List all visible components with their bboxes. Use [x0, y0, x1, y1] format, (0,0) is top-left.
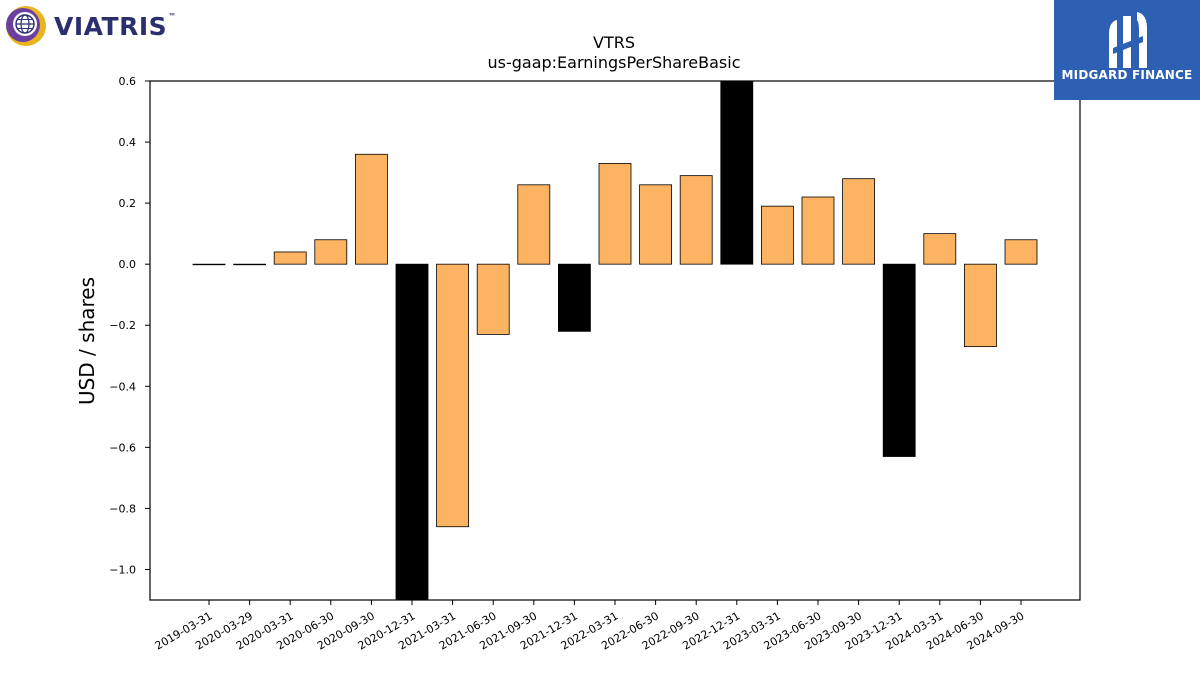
bar-2021-09-30 [517, 184, 551, 265]
midgard-wordmark: MIDGARD FINANCE [1061, 68, 1193, 82]
chart-title: VTRS [593, 33, 635, 52]
y-tick-label: 0.2 [119, 197, 137, 210]
bar-2022-03-31 [598, 163, 632, 265]
viatris-globe-logo-icon [6, 6, 46, 46]
bar-2022-09-30 [679, 175, 713, 265]
y-tick-label: −1.0 [109, 563, 136, 576]
plot-frame [149, 80, 1081, 601]
bar-2023-12-31 [882, 263, 916, 457]
viatris-wordmark: VIATRIS™ [54, 12, 177, 41]
bar-2022-12-31 [720, 80, 754, 265]
bar-2021-12-31 [558, 263, 591, 332]
bar-2022-06-30 [639, 184, 672, 265]
bar-2020-12-31 [395, 263, 429, 601]
bar-2020-09-30 [354, 153, 388, 265]
bar-2020-06-30 [314, 239, 348, 265]
bar-2023-09-30 [842, 178, 875, 265]
bar-2023-03-31 [761, 205, 794, 265]
y-tick-label: −0.2 [109, 319, 136, 332]
y-tick-label: 0.6 [119, 75, 137, 88]
y-axis-ticks: 0.6 0.4 0.2 0.0 −0.2 −0.4 −0.6 −0.8 −1.0 [109, 75, 150, 576]
bar-2021-06-30 [476, 263, 510, 335]
bar-2021-03-31 [436, 263, 470, 528]
chart-subtitle: us-gaap:EarningsPerShareBasic [487, 53, 740, 72]
midgard-finance-logo: MIDGARD FINANCE [1054, 0, 1200, 100]
bar-2019-03-31 [192, 263, 226, 266]
viatris-logo: VIATRIS™ [4, 4, 177, 48]
bar-2020-03-31 [273, 251, 307, 265]
y-tick-label: −0.8 [109, 502, 136, 515]
x-axis-ticks: 2019-03-312020-03-292020-03-312020-06-30… [153, 600, 1027, 653]
y-tick-label: 0.0 [119, 258, 137, 271]
y-tick-label: −0.4 [109, 380, 136, 393]
bar-2024-09-30 [1004, 239, 1038, 265]
bar-2024-06-30 [964, 263, 997, 348]
bars-group [192, 80, 1038, 601]
y-tick-label: 0.4 [119, 136, 137, 149]
y-tick-label: −0.6 [109, 441, 136, 454]
midgard-monogram-icon [1109, 12, 1147, 68]
bar-2024-03-31 [923, 233, 957, 265]
bar-2023-06-30 [801, 196, 835, 265]
y-axis-label: USD / shares [75, 277, 99, 405]
bar-2020-03-29 [233, 263, 267, 266]
